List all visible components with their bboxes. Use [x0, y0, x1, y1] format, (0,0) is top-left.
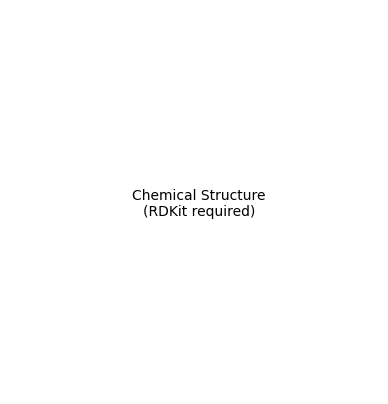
- Text: Chemical Structure
(RDKit required): Chemical Structure (RDKit required): [132, 189, 266, 219]
